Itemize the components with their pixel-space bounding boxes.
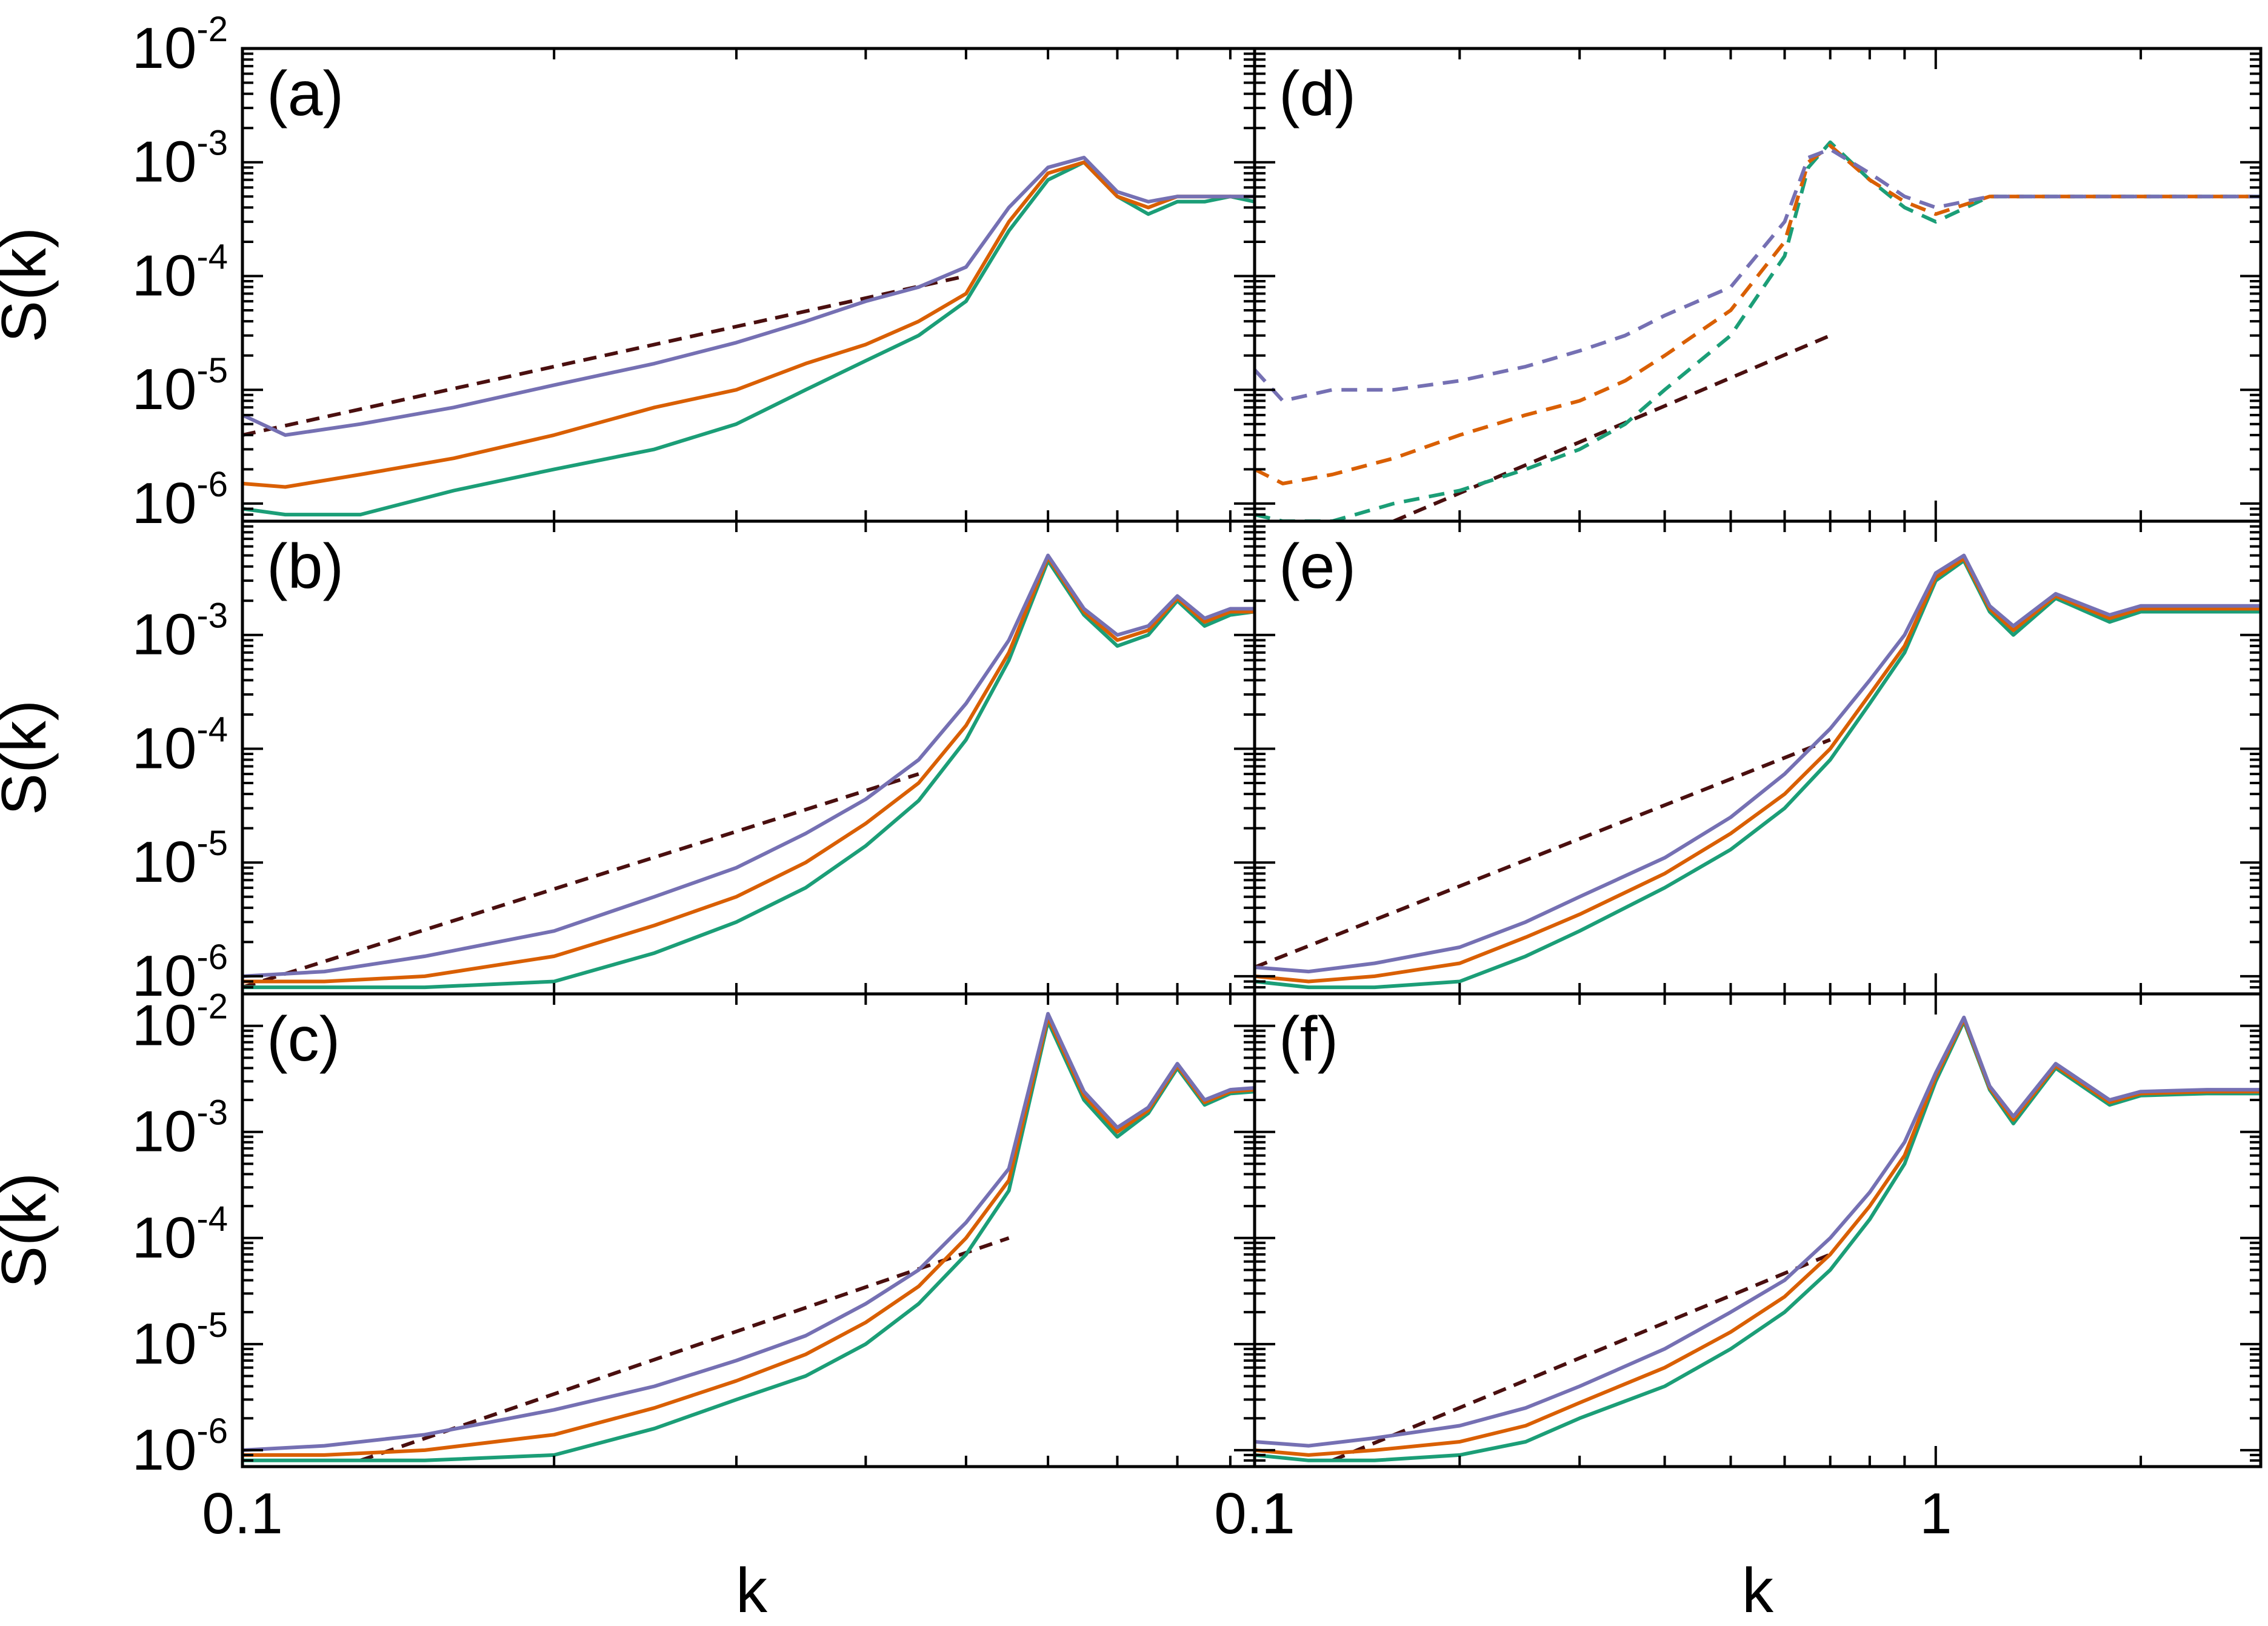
- panel-c-label: (c): [267, 1004, 340, 1075]
- panel-f-series-orange: [1255, 1018, 2261, 1457]
- panel-b-label: (b): [267, 531, 344, 602]
- panel-e-power-law-guide: [1255, 738, 1831, 969]
- panel-f-xtick-label: 1: [1919, 1481, 1952, 1546]
- x-axis-title-left: k: [736, 1556, 768, 1626]
- panel-a-plot-area: [242, 156, 1255, 517]
- panel-e-series-green: [1255, 559, 2261, 990]
- panel-c-ytick-label: 10-6: [132, 1411, 228, 1482]
- panel-d-series-green: [1255, 140, 2261, 521]
- panel-f-frame: [1253, 992, 2263, 1468]
- panel-d-power-law-guide: [1393, 333, 1831, 521]
- panel-c-ylabel: S(k): [0, 1173, 59, 1288]
- panel-c-plot-area: [242, 1011, 1255, 1462]
- panel-a: 10-6 10-5 10-4 10-3 10-2 S(k) (a): [0, 10, 1256, 536]
- panel-b-ytick-label: 10-5: [132, 824, 228, 895]
- panel-f-xtick-label: 0.1: [1214, 1481, 1295, 1546]
- panel-c-series-purple: [242, 1011, 1255, 1452]
- panel-a-ylabel: S(k): [0, 227, 59, 343]
- panel-e-series-orange: [1255, 556, 2261, 984]
- panel-b-power-law-guide: [242, 772, 919, 989]
- panel-f: 0.1 1(f): [1214, 992, 2263, 1546]
- panel-d: (d): [1253, 47, 2263, 523]
- panel-c-xtick-label: 1: [1261, 1481, 1293, 1546]
- panel-f-power-law-guide: [1331, 1253, 1831, 1462]
- panel-c-ytick-label: 10-5: [132, 1305, 228, 1376]
- panel-b-series-purple: [242, 553, 1255, 978]
- panel-c: 10-610-510-410-310-2S(k)0.1 1(c): [0, 987, 1294, 1546]
- panel-e-series-purple: [1255, 553, 2261, 974]
- panel-a-power-law-guide: [242, 274, 967, 437]
- panel-b-ylabel: S(k): [0, 700, 59, 816]
- panel-b-ytick-label: 10-6: [132, 938, 228, 1008]
- panel-b-ytick-label: 10-4: [132, 710, 228, 781]
- panel-a-series-green: [242, 160, 1255, 517]
- panel-a-label: (a): [267, 59, 344, 129]
- panel-e-label: (e): [1279, 531, 1356, 602]
- panel-a-ytick-label: 10-4: [132, 237, 228, 308]
- panel-e-plot-area: [1255, 553, 2261, 990]
- panel-a-ytick-label: 10-2: [132, 10, 228, 81]
- x-axis-title-right: k: [1742, 1556, 1774, 1626]
- panel-a-ytick-label: 10-3: [132, 124, 228, 195]
- panel-f-series-purple: [1255, 1015, 2261, 1448]
- panel-c-ytick-label: 10-3: [132, 1093, 228, 1164]
- panel-c-xtick-label: 0.1: [202, 1481, 282, 1546]
- panel-f-plot-area: [1255, 1015, 2261, 1462]
- panels: 10-610-510-410-310-2S(k)(a)10-610-510-41…: [0, 10, 2263, 1546]
- panel-c-ytick-label: 10-4: [132, 1199, 228, 1270]
- panel-d-label: (d): [1279, 59, 1356, 129]
- panel-a-series-purple: [242, 156, 1255, 437]
- panel-f-series-green: [1255, 1019, 2261, 1462]
- panel-c-power-law-guide: [359, 1236, 1010, 1462]
- panel-d-plot-area: [1255, 140, 2261, 521]
- panel-b-plot-area: [242, 553, 1255, 990]
- panel-a-ytick-label: 10-5: [132, 351, 228, 422]
- panel-f-label: (f): [1279, 1004, 1338, 1075]
- panel-d-series-purple: [1255, 147, 2261, 403]
- panel-b: 10-6 10-5 10-4 10-3 S(k) (b): [0, 519, 1256, 1008]
- panel-c-ytick-label: 10-2: [132, 987, 228, 1058]
- panel-a-ytick-label: 10-6: [132, 465, 228, 536]
- panel-b-ytick-label: 10-3: [132, 596, 228, 667]
